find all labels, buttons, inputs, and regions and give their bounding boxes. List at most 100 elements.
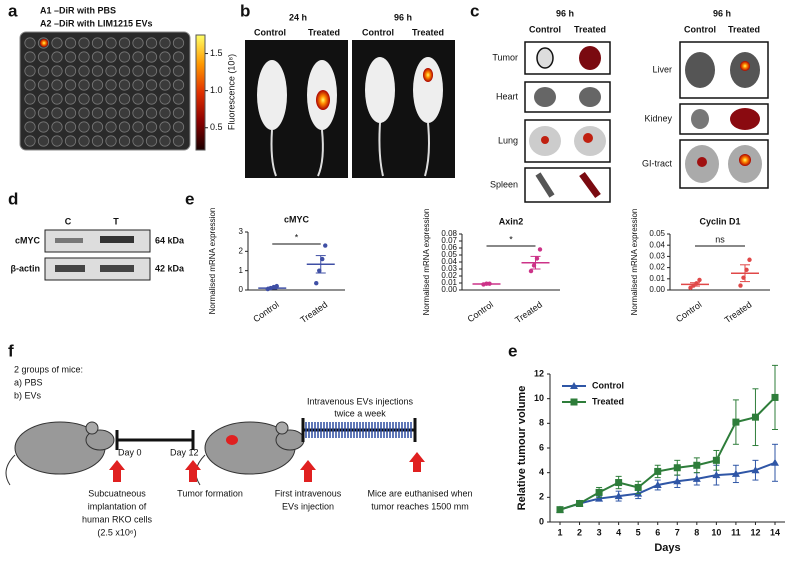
well xyxy=(132,37,144,49)
well xyxy=(91,79,104,91)
well xyxy=(105,107,117,119)
y-tick-label: 0.02 xyxy=(441,271,457,280)
x-tick-label: 10 xyxy=(711,527,721,537)
organ-label: Lung xyxy=(498,135,518,145)
group-label: Treated xyxy=(728,24,760,34)
group-label: Treated xyxy=(308,27,340,37)
y-tick-label: 0.01 xyxy=(649,274,665,283)
panel-label: e xyxy=(508,341,517,360)
data-point xyxy=(528,268,534,274)
data-point xyxy=(747,257,752,262)
well xyxy=(24,37,36,49)
data-point xyxy=(537,247,543,252)
panel-label: e xyxy=(185,189,194,208)
organ-label: Spleen xyxy=(490,179,518,189)
well xyxy=(37,79,50,91)
step-text: First intravenous xyxy=(275,488,342,498)
well xyxy=(145,51,158,63)
x-tick-label: Control xyxy=(674,299,704,324)
well xyxy=(105,65,117,77)
marker xyxy=(692,474,701,482)
well xyxy=(132,65,144,77)
well xyxy=(51,37,63,49)
organ-label: GI-tract xyxy=(642,158,673,168)
y-tick-label: 10 xyxy=(534,393,544,403)
marker xyxy=(576,500,584,507)
well xyxy=(37,51,50,63)
day-label: Day 0 xyxy=(118,447,142,457)
data-point xyxy=(323,243,328,248)
blot-row-label: cMYC xyxy=(15,235,41,245)
well xyxy=(132,135,144,147)
well xyxy=(24,135,36,147)
well xyxy=(145,37,158,49)
well xyxy=(118,107,131,119)
group-label: Treated xyxy=(412,27,444,37)
well xyxy=(145,65,158,77)
well xyxy=(37,65,50,77)
signal xyxy=(40,39,48,47)
y-axis-label: Normalised mRNA expression xyxy=(422,209,431,316)
significance-label: ns xyxy=(715,234,725,244)
y-tick-label: 4 xyxy=(539,467,544,477)
well xyxy=(78,51,90,63)
x-tick-label: Treated xyxy=(513,299,544,325)
well xyxy=(159,107,171,119)
y-tick-label: 0.06 xyxy=(441,243,457,252)
y-axis-label: Relative tumour volume xyxy=(516,386,528,511)
y-tick-label: 0.03 xyxy=(441,264,457,273)
step-text: (2.5 x10⁶) xyxy=(97,527,136,537)
well xyxy=(91,121,104,133)
group-label: Control xyxy=(362,27,394,37)
y-tick-label: 0.05 xyxy=(441,250,457,259)
well xyxy=(172,51,185,63)
well xyxy=(78,93,90,105)
series-line xyxy=(559,396,776,511)
well xyxy=(145,107,158,119)
data-point xyxy=(314,281,319,286)
well xyxy=(145,135,158,147)
plate-legend: A2 –DiR with LIM1215 EVs xyxy=(40,18,153,28)
colorbar-label: Fluorescence (10⁸) xyxy=(226,54,236,130)
well xyxy=(172,65,185,77)
tick-label: 1.5 xyxy=(210,48,223,58)
timeline-text: 2 groups of mice: xyxy=(14,364,83,374)
well xyxy=(24,51,36,63)
x-tick-label: 6 xyxy=(655,527,660,537)
step-text: Subcuatneous xyxy=(88,488,146,498)
y-tick-label: 0.02 xyxy=(649,263,665,272)
well xyxy=(24,65,36,77)
marker xyxy=(556,506,564,514)
marker xyxy=(595,488,603,496)
panel-label: c xyxy=(470,1,479,20)
step-text: Mice are euthanised when xyxy=(367,488,472,498)
well xyxy=(51,107,63,119)
y-tick-label: 0.08 xyxy=(441,229,457,238)
well xyxy=(145,79,158,91)
step-text: EVs injection xyxy=(282,501,334,511)
marker xyxy=(712,471,721,479)
well xyxy=(118,79,131,91)
error-bar xyxy=(690,282,700,287)
lane-label: C xyxy=(65,216,72,226)
day-label: Day 12 xyxy=(170,447,199,457)
timeline-text: b) EVs xyxy=(14,390,42,400)
well xyxy=(24,93,36,105)
legend-label: Treated xyxy=(592,396,624,406)
group-label: Treated xyxy=(574,24,606,34)
y-tick-label: 2 xyxy=(239,246,244,255)
group-label: Control xyxy=(529,24,561,34)
well xyxy=(118,121,131,133)
marker xyxy=(673,464,681,472)
well xyxy=(145,121,158,133)
well xyxy=(64,79,77,91)
x-tick-label: 4 xyxy=(616,527,621,537)
marker xyxy=(673,477,682,485)
blot-size: 64 kDa xyxy=(155,235,185,245)
well xyxy=(51,51,63,63)
well xyxy=(145,93,158,105)
legend-label: Control xyxy=(592,380,624,390)
well xyxy=(91,65,104,77)
x-axis-label: Days xyxy=(654,542,680,554)
well xyxy=(51,65,63,77)
